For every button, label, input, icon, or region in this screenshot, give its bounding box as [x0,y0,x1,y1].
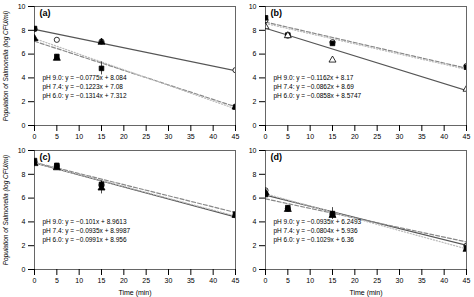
svg-text:10: 10 [75,277,83,284]
svg-text:4: 4 [22,218,26,225]
svg-text:Time (min): Time (min) [118,288,151,296]
svg-text:8: 8 [253,27,257,34]
svg-text:40: 40 [209,277,217,284]
svg-text:45: 45 [463,277,471,284]
svg-text:20: 20 [120,277,128,284]
svg-text:30: 30 [165,277,173,284]
svg-text:2: 2 [253,241,257,248]
svg-text:0: 0 [22,122,26,129]
svg-text:30: 30 [165,133,173,140]
svg-text:0: 0 [264,133,268,140]
svg-text:pH 9.0: y = −0.0935x + 6.2493p: pH 9.0: y = −0.0935x + 6.2493pH 7.4: y =… [274,217,362,243]
svg-text:10: 10 [18,146,26,153]
svg-text:10: 10 [249,3,257,10]
svg-text:40: 40 [440,133,448,140]
svg-text:pH 9.0: y = −0.1162x + 8.17pH: pH 9.0: y = −0.1162x + 8.17pH 7.4: y = −… [274,74,362,100]
svg-text:Population of Salmonella (log: Population of Salmonella (log CFU/ml) [2,11,10,122]
svg-text:25: 25 [373,133,381,140]
svg-text:15: 15 [98,277,106,284]
svg-text:(b): (b) [271,8,283,18]
svg-text:40: 40 [209,133,217,140]
svg-text:30: 30 [396,133,404,140]
svg-text:0: 0 [33,133,37,140]
svg-text:5: 5 [286,277,290,284]
svg-text:(c): (c) [40,151,51,161]
svg-text:10: 10 [306,133,314,140]
svg-text:4: 4 [22,74,26,81]
svg-text:45: 45 [463,133,471,140]
svg-text:35: 35 [187,133,195,140]
svg-text:0: 0 [264,277,268,284]
svg-text:6: 6 [253,50,257,57]
svg-text:2: 2 [22,98,26,105]
svg-text:30: 30 [396,277,404,284]
svg-text:4: 4 [253,74,257,81]
svg-text:Time (min): Time (min) [349,288,382,296]
svg-text:0: 0 [253,122,257,129]
svg-text:6: 6 [253,194,257,201]
svg-text:15: 15 [329,133,337,140]
svg-text:25: 25 [373,277,381,284]
svg-text:45: 45 [232,277,240,284]
svg-text:Population of Salmonella (log: Population of Salmonella (log CFU/ml) [2,154,10,265]
svg-text:20: 20 [351,277,359,284]
svg-text:10: 10 [18,3,26,10]
svg-text:10: 10 [75,133,83,140]
svg-text:pH 9.0: y = −0.101x + 8.9613pH: pH 9.0: y = −0.101x + 8.9613pH 7.4: y = … [43,217,131,243]
svg-text:6: 6 [22,194,26,201]
svg-text:5: 5 [55,277,59,284]
svg-text:35: 35 [418,133,426,140]
svg-text:35: 35 [418,277,426,284]
svg-text:8: 8 [22,170,26,177]
svg-text:8: 8 [22,27,26,34]
svg-text:45: 45 [232,133,240,140]
svg-text:5: 5 [286,133,290,140]
svg-text:40: 40 [440,277,448,284]
svg-text:5: 5 [55,133,59,140]
svg-text:pH 9.0: y = −0.0775x + 8.084pH: pH 9.0: y = −0.0775x + 8.084pH 7.4: y = … [43,74,127,100]
svg-text:(a): (a) [40,8,51,18]
svg-text:(d): (d) [271,151,283,161]
svg-text:2: 2 [22,241,26,248]
svg-text:25: 25 [142,277,150,284]
svg-text:15: 15 [329,277,337,284]
svg-text:8: 8 [253,170,257,177]
svg-text:35: 35 [187,277,195,284]
svg-text:0: 0 [33,277,37,284]
svg-text:0: 0 [253,265,257,272]
svg-text:15: 15 [98,133,106,140]
svg-text:10: 10 [306,277,314,284]
svg-text:2: 2 [253,98,257,105]
svg-text:20: 20 [351,133,359,140]
svg-text:6: 6 [22,50,26,57]
svg-text:20: 20 [120,133,128,140]
svg-text:25: 25 [142,133,150,140]
svg-text:0: 0 [22,265,26,272]
svg-text:10: 10 [249,146,257,153]
svg-text:4: 4 [253,218,257,225]
